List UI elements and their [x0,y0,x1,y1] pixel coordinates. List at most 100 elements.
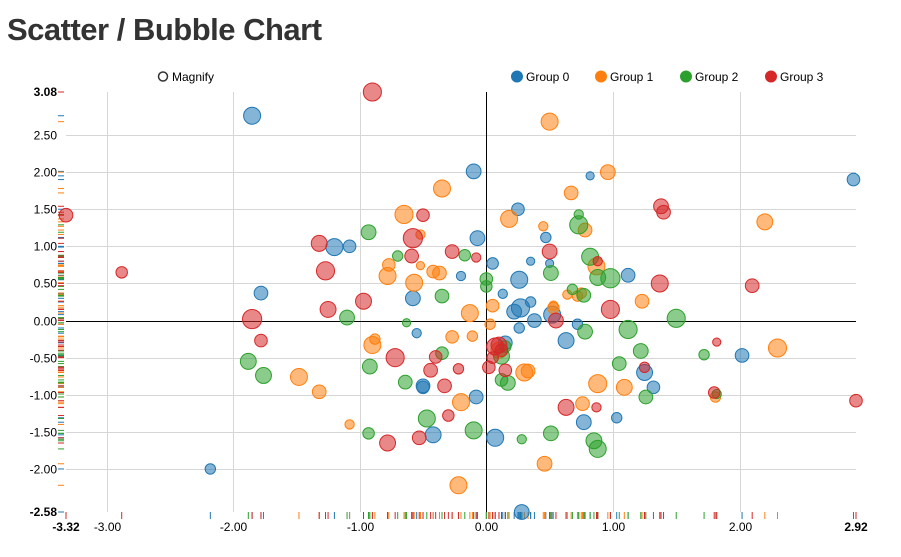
data-point[interactable] [638,361,651,374]
data-point[interactable] [494,343,509,358]
data-point[interactable] [588,374,608,394]
data-point[interactable] [573,209,584,220]
data-point[interactable] [437,378,452,394]
data-point[interactable] [526,256,536,266]
data-point[interactable] [428,350,443,364]
data-point[interactable] [464,421,483,440]
data-point[interactable] [469,230,486,247]
data-point[interactable] [600,268,621,289]
data-point[interactable] [650,274,669,293]
data-point[interactable] [452,393,470,412]
data-point[interactable] [382,258,396,272]
data-point[interactable] [577,323,593,340]
data-point[interactable] [542,265,559,281]
data-point[interactable] [360,224,377,241]
data-point[interactable] [540,112,559,131]
data-point[interactable] [432,265,447,281]
data-point[interactable] [566,283,579,296]
data-point[interactable] [563,185,579,201]
data-point[interactable] [242,308,263,330]
data-point[interactable] [289,367,308,386]
data-point[interactable] [385,348,405,368]
data-point[interactable] [484,318,496,330]
data-point[interactable] [698,348,710,361]
data-point[interactable] [402,228,423,249]
data-point[interactable] [486,257,499,270]
data-point[interactable] [394,204,414,224]
data-point[interactable] [849,393,863,408]
data-point[interactable] [397,374,413,390]
data-point[interactable] [401,318,412,328]
data-point[interactable] [497,288,508,299]
data-point[interactable] [379,434,397,452]
data-point[interactable] [615,378,633,396]
data-point[interactable] [611,412,623,424]
data-point[interactable] [415,261,426,271]
data-point[interactable] [575,414,592,431]
data-point[interactable] [510,298,531,318]
data-point[interactable] [369,333,381,345]
data-point[interactable] [513,504,530,520]
data-point[interactable] [434,288,450,304]
data-point[interactable] [458,249,472,262]
data-point[interactable] [465,163,482,180]
data-point[interactable] [538,221,549,232]
data-point[interactable] [510,270,529,289]
data-point[interactable] [516,434,527,445]
data-point[interactable] [756,213,774,231]
data-point[interactable] [254,333,268,348]
data-point[interactable] [411,430,427,446]
data-point[interactable] [499,374,516,391]
legend-item[interactable]: Group 1 [595,70,654,84]
data-point[interactable] [452,363,465,375]
data-point[interactable] [115,266,128,279]
data-point[interactable] [339,309,355,326]
data-point[interactable] [513,322,525,334]
data-point[interactable] [536,455,553,472]
legend-item[interactable]: Group 2 [680,70,739,84]
data-point[interactable] [355,292,372,310]
data-point[interactable] [734,348,750,363]
data-point[interactable] [423,362,438,378]
data-point[interactable] [204,463,217,475]
data-point[interactable] [362,427,375,440]
data-point[interactable] [599,164,616,181]
data-point[interactable] [541,243,558,260]
data-point[interactable] [239,352,257,370]
data-point[interactable] [342,239,357,254]
data-point[interactable] [344,419,355,430]
data-point[interactable] [417,409,436,428]
data-point[interactable] [576,287,592,303]
data-point[interactable] [656,204,671,220]
legend-item[interactable]: Group 3 [765,70,824,84]
data-point[interactable] [416,208,430,222]
data-point[interactable] [325,238,344,257]
data-point[interactable] [455,270,467,282]
data-point[interactable] [846,172,861,187]
data-point[interactable] [557,332,575,350]
data-point[interactable] [592,256,603,267]
data-point[interactable] [588,439,607,458]
data-point[interactable] [548,300,559,311]
data-point[interactable] [527,313,542,328]
data-point[interactable] [445,330,459,344]
data-point[interactable] [442,409,455,422]
data-point[interactable] [524,296,537,308]
data-point[interactable] [632,343,649,359]
data-point[interactable] [744,278,760,294]
data-point[interactable] [585,171,595,181]
data-point[interactable] [460,304,479,323]
data-point[interactable] [500,209,519,228]
data-point[interactable] [411,328,422,339]
data-point[interactable] [405,273,424,292]
data-point[interactable] [638,389,654,405]
data-point[interactable] [486,428,505,447]
data-point[interactable] [444,244,460,259]
data-point[interactable] [243,106,262,125]
data-point[interactable] [611,356,627,371]
data-point[interactable] [255,367,272,384]
data-point[interactable] [542,425,559,442]
data-point[interactable] [600,299,620,319]
data-point[interactable] [480,280,493,293]
legend-item[interactable]: Group 0 [511,70,570,84]
